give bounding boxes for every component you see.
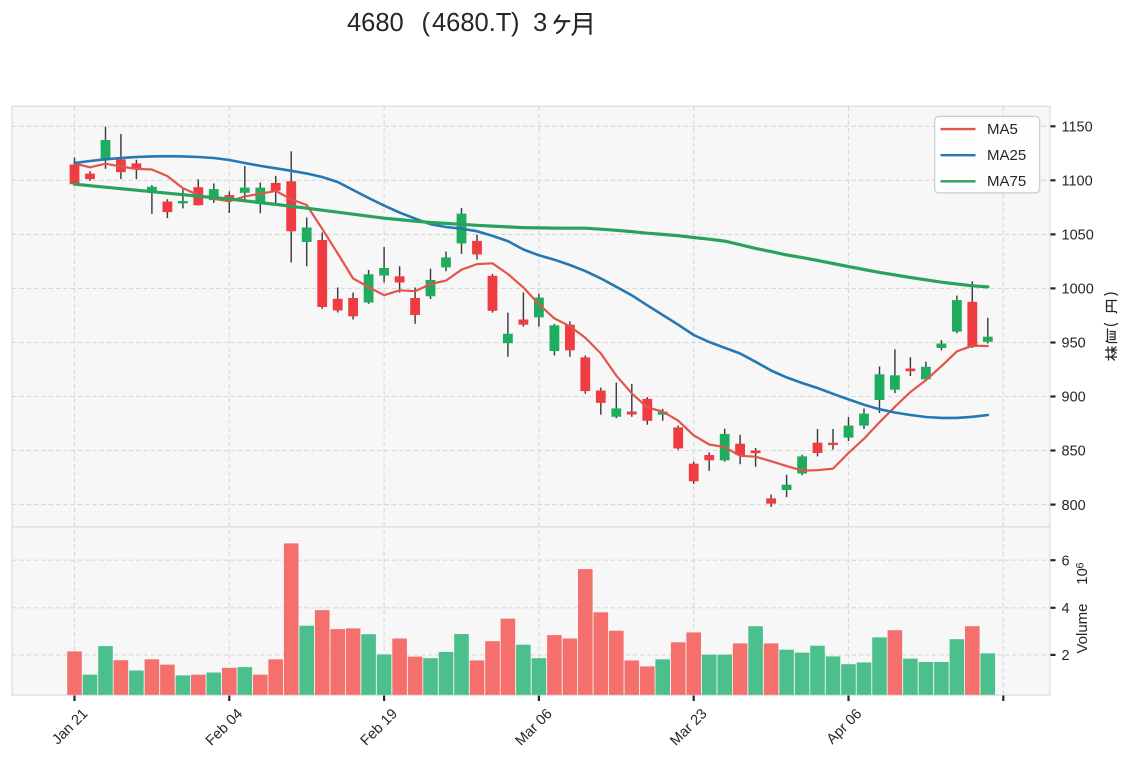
svg-text:1150: 1150 — [1062, 120, 1093, 136]
svg-text:(: ( — [422, 9, 431, 37]
svg-text:MA5: MA5 — [987, 121, 1018, 138]
svg-text:900: 900 — [1062, 390, 1086, 406]
svg-text:6: 6 — [1062, 553, 1070, 569]
svg-text:4: 4 — [1062, 601, 1070, 617]
svg-text:850: 850 — [1062, 444, 1086, 460]
svg-text:3: 3 — [533, 9, 547, 37]
svg-text:800: 800 — [1062, 498, 1086, 514]
svg-text:2: 2 — [1062, 648, 1070, 664]
svg-text:1100: 1100 — [1062, 174, 1093, 190]
svg-text:MA75: MA75 — [987, 173, 1026, 190]
svg-text:950: 950 — [1062, 336, 1086, 352]
svg-text:): ) — [511, 9, 520, 37]
svg-text:Volume: Volume — [1074, 603, 1091, 653]
svg-text:6: 6 — [1075, 562, 1087, 568]
svg-text:4680.T: 4680.T — [432, 9, 511, 37]
svg-text:1050: 1050 — [1062, 228, 1094, 244]
svg-text:4680: 4680 — [347, 9, 404, 37]
svg-text:MA25: MA25 — [987, 147, 1026, 164]
svg-text:10: 10 — [1074, 568, 1091, 585]
svg-text:1000: 1000 — [1062, 282, 1094, 298]
